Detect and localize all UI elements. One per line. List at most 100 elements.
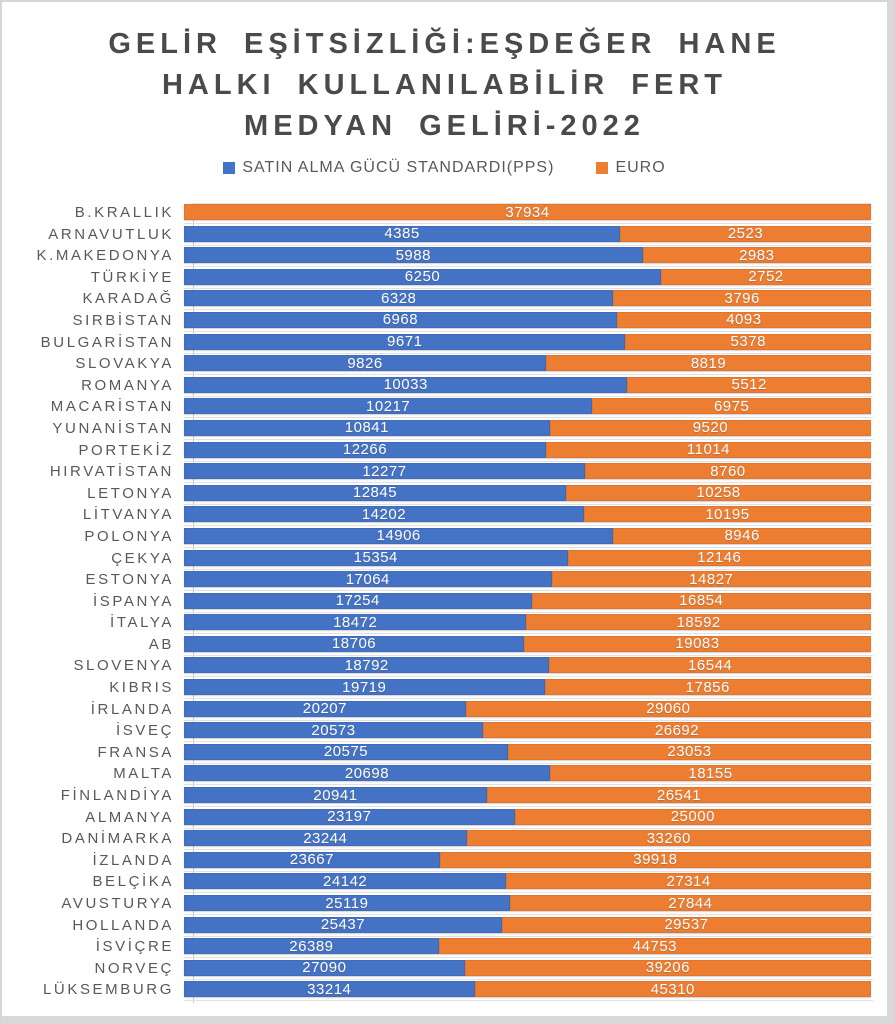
euro-segment[interactable]: 16544 — [549, 657, 871, 674]
euro-segment[interactable]: 8819 — [546, 355, 871, 372]
pps-segment[interactable]: 23244 — [184, 830, 467, 847]
legend-item-euro[interactable]: EURO — [596, 159, 665, 177]
euro-segment[interactable]: 9520 — [549, 419, 871, 436]
pps-segment[interactable]: 26389 — [184, 938, 439, 955]
pps-segment[interactable]: 10217 — [184, 398, 593, 415]
pps-segment[interactable]: 25119 — [184, 895, 510, 912]
pps-segment[interactable]: 4385 — [184, 225, 621, 242]
euro-swatch-icon — [596, 162, 609, 174]
stacked-bar: 9671 5378 — [184, 333, 871, 350]
euro-segment[interactable]: 10258 — [565, 484, 871, 501]
euro-segment[interactable]: 10195 — [583, 506, 871, 523]
euro-segment[interactable]: 14827 — [551, 571, 871, 588]
pps-segment[interactable]: 23667 — [184, 851, 440, 868]
euro-segment[interactable]: 23053 — [507, 743, 871, 760]
euro-segment[interactable]: 44753 — [438, 937, 871, 955]
stacked-bar: 6328 3796 — [184, 290, 871, 307]
pps-segment-value: 14906 — [376, 527, 421, 545]
pps-segment[interactable]: 18706 — [184, 635, 525, 652]
euro-segment-value: 11014 — [686, 441, 731, 459]
euro-segment[interactable]: 2523 — [620, 225, 871, 242]
euro-segment[interactable]: 18592 — [526, 614, 871, 631]
euro-segment-value: 45310 — [650, 980, 695, 998]
pps-segment[interactable]: 18472 — [184, 614, 527, 631]
pps-segment[interactable]: 27090 — [184, 959, 465, 976]
pps-segment[interactable]: 5988 — [184, 247, 643, 264]
pps-segment[interactable]: 14906 — [184, 527, 614, 545]
euro-segment[interactable]: 37934 — [184, 204, 871, 221]
pps-segment[interactable]: 10841 — [184, 419, 550, 436]
pps-segment[interactable]: 20941 — [184, 787, 487, 804]
euro-segment-value: 29537 — [664, 916, 709, 934]
euro-segment-value: 5512 — [731, 376, 767, 394]
pps-segment[interactable]: 18792 — [184, 657, 550, 674]
euro-segment[interactable]: 2752 — [660, 268, 871, 286]
pps-segment[interactable]: 20207 — [184, 700, 466, 717]
euro-segment-value: 2752 — [748, 268, 784, 286]
euro-segment[interactable]: 29060 — [465, 700, 871, 717]
pps-segment[interactable]: 9826 — [184, 354, 547, 372]
euro-segment[interactable]: 45310 — [474, 980, 871, 998]
legend-item-pps[interactable]: SATIN ALMA GÜCÜ STANDARDI(PPS) — [223, 159, 554, 177]
euro-segment[interactable]: 17856 — [544, 679, 871, 696]
euro-segment[interactable]: 11014 — [545, 441, 871, 459]
chart-row: ALMANYA 23197 25000 — [2, 808, 873, 831]
euro-segment[interactable]: 33260 — [466, 829, 871, 847]
euro-segment[interactable]: 5378 — [625, 333, 871, 350]
stacked-bar: 23244 33260 — [184, 829, 871, 847]
euro-segment[interactable]: 29537 — [501, 916, 871, 934]
bar-track: 25437 29537 — [184, 916, 873, 939]
euro-segment-value: 8946 — [724, 527, 760, 545]
euro-segment[interactable]: 27314 — [506, 873, 871, 890]
pps-segment-value: 12845 — [352, 484, 398, 502]
euro-segment[interactable]: 27844 — [509, 895, 871, 912]
euro-segment[interactable]: 19083 — [524, 635, 871, 652]
bar-track: 23197 25000 — [184, 808, 873, 831]
euro-segment[interactable]: 25000 — [514, 808, 871, 825]
pps-segment-value: 9826 — [347, 354, 383, 372]
pps-segment[interactable]: 17064 — [184, 571, 552, 588]
euro-segment-value: 33260 — [646, 829, 691, 847]
stacked-bar: 18472 18592 — [184, 614, 871, 631]
pps-segment[interactable]: 24142 — [184, 873, 507, 890]
euro-segment[interactable]: 39206 — [464, 959, 871, 976]
pps-segment[interactable]: 20575 — [184, 743, 508, 760]
pps-segment[interactable]: 19719 — [184, 679, 545, 696]
pps-segment[interactable]: 17254 — [184, 592, 532, 609]
chart-row: TÜRKİYE 6250 2752 — [2, 268, 873, 291]
euro-segment[interactable]: 5512 — [627, 376, 871, 394]
euro-segment[interactable]: 8760 — [584, 463, 871, 480]
euro-segment[interactable]: 4093 — [616, 311, 871, 328]
category-label: BULGARİSTAN — [40, 333, 174, 351]
euro-segment[interactable]: 2983 — [642, 247, 871, 264]
pps-segment[interactable]: 33214 — [184, 981, 475, 998]
bar-track: 20941 26541 — [184, 787, 873, 809]
pps-segment[interactable]: 20698 — [184, 765, 550, 782]
pps-segment[interactable]: 14202 — [184, 506, 584, 523]
pps-segment[interactable]: 9671 — [184, 333, 626, 350]
pps-segment[interactable]: 6250 — [184, 268, 661, 285]
pps-segment[interactable]: 25437 — [184, 916, 502, 933]
euro-segment[interactable]: 16854 — [531, 592, 871, 609]
pps-segment[interactable]: 10033 — [184, 376, 628, 393]
pps-segment[interactable]: 12845 — [184, 484, 566, 502]
pps-segment[interactable]: 12277 — [184, 463, 585, 480]
euro-segment-value: 44753 — [632, 937, 678, 955]
euro-segment[interactable]: 8946 — [613, 527, 871, 545]
pps-segment[interactable]: 12266 — [184, 441, 546, 458]
category-label: MALTA — [113, 765, 174, 783]
euro-segment[interactable]: 39918 — [439, 851, 871, 868]
euro-segment[interactable]: 26692 — [483, 722, 871, 739]
euro-segment[interactable]: 26541 — [486, 787, 871, 804]
pps-segment[interactable]: 15354 — [184, 549, 568, 566]
euro-segment[interactable]: 12146 — [567, 549, 871, 566]
pps-segment[interactable]: 20573 — [184, 722, 484, 739]
pps-segment[interactable]: 6328 — [184, 290, 614, 307]
pps-segment[interactable]: 23197 — [184, 808, 515, 825]
euro-segment[interactable]: 3796 — [613, 290, 871, 307]
euro-segment[interactable]: 6975 — [592, 398, 871, 415]
euro-segment[interactable]: 18155 — [549, 765, 871, 782]
bar-track: 20207 29060 — [184, 700, 873, 723]
category-label: ROMANYA — [81, 376, 174, 394]
pps-segment[interactable]: 6968 — [184, 311, 617, 328]
